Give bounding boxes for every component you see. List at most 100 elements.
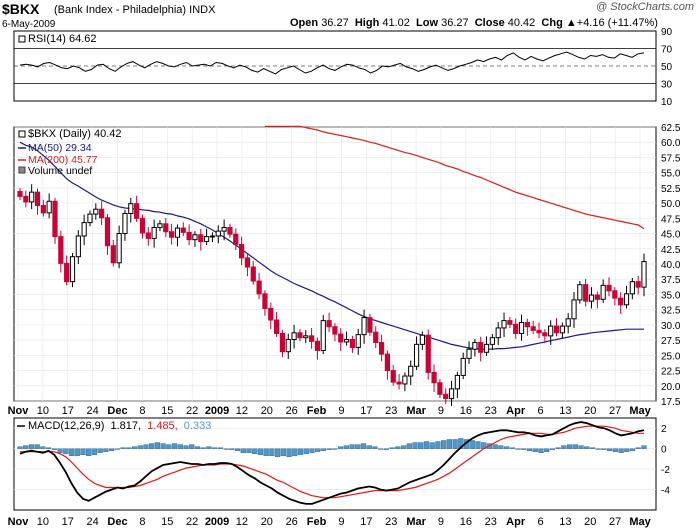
candle-body	[413, 343, 420, 367]
macd-y-ticks: 2 0 -2 -4	[661, 424, 670, 496]
candle-body	[180, 227, 186, 233]
macd-hist-bar	[46, 447, 52, 449]
candle-body	[373, 331, 379, 344]
candle-body	[163, 223, 169, 233]
candle-body	[326, 320, 332, 328]
candle-body	[618, 297, 624, 306]
macd-hist-bar	[257, 448, 264, 455]
macd-x-label: 17	[62, 516, 74, 528]
candle-body	[204, 236, 210, 242]
macd-hist-bar	[149, 443, 155, 449]
price-x-label: 9	[438, 405, 444, 417]
macd-hist-bar	[80, 448, 86, 455]
macd-hist-bar	[561, 445, 567, 449]
candle-body	[239, 244, 245, 259]
candle-body	[495, 327, 501, 339]
candle-body	[320, 320, 326, 351]
price-y-tick: 62.5	[661, 123, 681, 134]
macd-hist-bar	[40, 446, 46, 449]
macd-legend-macd: 1.817,	[110, 420, 141, 432]
macd-x-label: 10	[37, 516, 49, 528]
macd-x-label: Feb	[307, 516, 327, 528]
low-value: 36.27	[441, 17, 469, 29]
candle-body	[408, 365, 414, 377]
price-y-tick: 22.5	[661, 367, 681, 378]
candle-body	[273, 319, 280, 334]
candle-body	[192, 234, 198, 241]
rsi-y-tick: 90	[661, 27, 673, 38]
rsi-line	[19, 51, 645, 75]
candle-body	[308, 335, 315, 342]
candle-body	[513, 323, 519, 334]
macd-hist-bar	[108, 448, 115, 451]
macd-hist-bar	[635, 447, 641, 449]
price-x-label: 2009	[205, 405, 229, 417]
price-y-tick: 60.0	[661, 138, 681, 149]
macd-x-label: Apr	[506, 516, 526, 528]
macd-hist-bar	[120, 447, 126, 449]
macd-y-tick: 0	[661, 445, 667, 456]
macd-hist-bar	[154, 442, 160, 449]
candle-body	[349, 339, 356, 348]
macd-hist-bar	[206, 446, 212, 449]
candle-body	[215, 230, 221, 237]
price-x-label: 13	[559, 405, 571, 417]
macd-legend-hist: 0.333	[184, 420, 212, 432]
candle-body	[437, 382, 443, 395]
candle-body	[87, 213, 93, 224]
macd-hist-bar	[160, 443, 166, 449]
rsi-y-tick: 70	[661, 45, 673, 56]
candle-body	[460, 357, 466, 376]
macd-x-label: 16	[460, 516, 472, 528]
price-legend-swatch	[18, 130, 26, 138]
price-x-label: 24	[87, 405, 99, 417]
price-y-tick: 37.5	[661, 275, 681, 286]
candle-body	[332, 326, 338, 335]
rsi-panel: 90 70 50 30 10 RSI(14) 64.62	[13, 27, 673, 108]
candle-body	[384, 353, 391, 372]
candle-body	[571, 299, 577, 320]
price-x-label: 16	[460, 405, 472, 417]
macd-hist-bar	[492, 444, 498, 449]
candle-body	[198, 234, 204, 242]
macd-frame	[13, 417, 657, 511]
price-x-label: 9	[338, 405, 344, 417]
candle-body	[402, 375, 408, 385]
macd-hist-bar	[418, 442, 424, 449]
price-y-tick: 50.0	[661, 199, 681, 210]
price-x-label: May	[629, 405, 651, 417]
quote-summary: Open 36.27 High 41.02 Low 36.27 Close 40…	[290, 17, 658, 29]
price-y-ticks: 62.5 60.0 57.5 55.0 52.5 50.0 47.5 45.0 42.5 40.0…	[661, 123, 681, 408]
candle-body	[483, 343, 490, 353]
macd-hist-bar	[234, 448, 241, 451]
price-x-label: 12	[236, 405, 248, 417]
candle-body	[536, 329, 542, 334]
rsi-legend-swatch	[18, 35, 26, 43]
macd-hist-bar	[337, 446, 344, 449]
macd-x-label: 12	[236, 516, 248, 528]
macd-hist-bar	[389, 447, 395, 449]
candle-body	[169, 231, 175, 238]
high-label: High	[354, 17, 380, 29]
price-y-tick: 20.0	[661, 382, 681, 393]
macd-hist-bar	[17, 446, 23, 449]
candle-body	[110, 245, 116, 264]
candle-body	[355, 334, 361, 348]
macd-hist-bar	[521, 448, 527, 450]
price-y-tick: 35.0	[661, 290, 681, 301]
macd-hist-bar	[332, 448, 338, 450]
macd-hist-bar	[475, 441, 481, 449]
price-x-label: 8	[139, 405, 145, 417]
candle-body	[314, 340, 321, 351]
symbol-label: $BKX	[2, 1, 40, 17]
price-y-tick: 17.5	[661, 397, 681, 408]
macd-hist-bar	[624, 448, 630, 452]
candle-body	[466, 348, 472, 359]
macd-x-label: 9	[338, 516, 344, 528]
price-x-label: 10	[37, 405, 49, 417]
candle-body	[104, 217, 111, 247]
price-y-tick: 42.5	[661, 245, 681, 256]
candle-body	[17, 191, 23, 197]
price-y-tick: 55.0	[661, 169, 681, 180]
macd-hist-bar	[34, 444, 40, 449]
